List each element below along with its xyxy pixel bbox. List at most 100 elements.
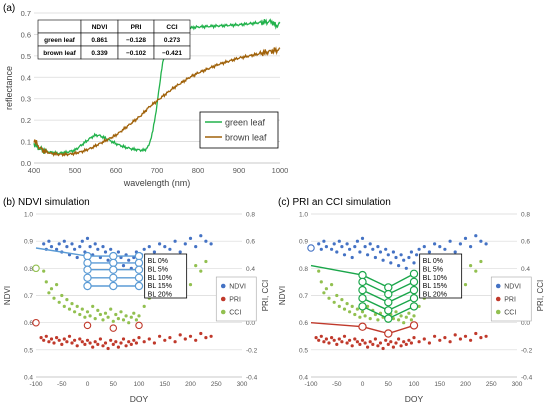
c-xtick-label: -100	[304, 381, 317, 388]
b-ytick-label: 1.0	[24, 212, 33, 219]
c-point-pri	[409, 341, 413, 345]
c-bl-marker	[409, 302, 419, 311]
c-point-pri	[448, 340, 452, 344]
b-point-pri	[65, 340, 69, 344]
c-point-pri	[404, 342, 408, 346]
c-point-ndvi	[438, 245, 442, 249]
b-bl-line	[35, 247, 139, 257]
c-point-pri	[358, 342, 362, 346]
table-cell-text: 0.861	[91, 37, 108, 44]
c-point-ndvi	[330, 247, 334, 251]
b-bl-marker	[83, 265, 92, 274]
b-point-ndvi	[106, 258, 110, 262]
c-point-ndvi	[389, 261, 393, 265]
b-point-cci	[47, 291, 51, 295]
b-point-pri	[127, 340, 131, 344]
c-point-ndvi	[399, 253, 403, 257]
c-point-cci	[324, 287, 328, 291]
a-xtick-label: 1000	[272, 166, 289, 175]
c-point-ndvi	[319, 247, 323, 251]
c-point-ndvi	[342, 253, 347, 257]
c-point-ndvi	[397, 264, 401, 268]
b-point-ndvi	[103, 250, 108, 254]
c-point-pri	[360, 338, 365, 342]
b-point-ndvi	[73, 247, 77, 251]
b-xtick-label: 150	[159, 381, 170, 388]
b-point-cci	[44, 280, 48, 284]
b-xtick-label: 0	[86, 381, 90, 388]
c-legend-label: CCI	[504, 310, 516, 317]
b-point-pri	[178, 333, 182, 337]
b-point-pri	[83, 342, 87, 346]
b-point-ndvi	[209, 242, 213, 246]
b-bl-label: BL 20%	[148, 292, 172, 299]
b-point-cci	[106, 315, 110, 319]
b-point-cci	[70, 302, 74, 306]
c-point-pri	[474, 331, 478, 336]
b-point-cci	[78, 312, 82, 317]
b-point-cci	[75, 304, 79, 308]
b-y2tick-label: -0.2	[246, 347, 258, 354]
b-point-pri	[75, 344, 79, 348]
b-open-marker	[109, 324, 118, 332]
a-series-line-brown-leaf	[33, 46, 281, 158]
c-point-pri	[427, 341, 431, 345]
c-point-pri	[391, 345, 395, 349]
b-xtick-label: 300	[237, 381, 248, 388]
b-point-cci	[98, 312, 102, 317]
c-point-pri	[371, 342, 375, 346]
b-point-cci	[91, 304, 95, 308]
c-bl-marker	[384, 298, 393, 307]
b-bl-marker	[109, 251, 118, 261]
c-point-cci	[409, 318, 413, 322]
c-point-ndvi	[353, 245, 357, 249]
c-xtick-label: 300	[512, 381, 523, 388]
c-point-ndvi	[433, 242, 437, 246]
b-point-pri	[152, 341, 156, 345]
c-point-pri	[324, 337, 328, 341]
a-ytick-label: 0.7	[21, 9, 31, 18]
b-xtick-label: 50	[110, 381, 118, 388]
b-point-ndvi	[142, 247, 146, 251]
b-point-pri	[209, 334, 213, 338]
b-point-cci	[129, 315, 133, 319]
c-point-pri	[458, 337, 462, 341]
b-open-marker	[32, 264, 40, 273]
c-bl-label: BL 15%	[423, 283, 447, 290]
c-point-pri	[412, 336, 416, 340]
c-point-pri	[335, 342, 339, 346]
b-bl-marker	[83, 251, 92, 261]
c-bl-label: BL 10%	[423, 275, 447, 282]
b-point-cci	[55, 283, 59, 287]
table-cell-text: brown leaf	[43, 50, 76, 57]
c-point-pri	[453, 333, 457, 337]
b-bl-marker	[134, 273, 144, 282]
c-point-ndvi	[350, 255, 354, 260]
c-point-cci	[479, 259, 483, 264]
a-ytick-label: 0.0	[21, 159, 31, 168]
b-bl-marker	[109, 273, 118, 282]
b-point-pri	[78, 337, 82, 341]
c-point-pri	[319, 334, 323, 338]
b-point-ndvi	[93, 242, 97, 246]
b-point-pri	[111, 342, 115, 346]
b-point-ndvi	[178, 250, 182, 254]
b-point-pri	[188, 334, 193, 338]
c-point-cci	[397, 318, 401, 322]
b-point-pri	[96, 342, 100, 346]
b-point-pri	[101, 344, 105, 348]
c-point-cci	[340, 298, 344, 302]
c-bl-marker	[384, 306, 393, 315]
b-point-pri	[67, 334, 72, 338]
c-ytick-label: 0.9	[299, 239, 308, 246]
c-point-ndvi	[332, 242, 336, 246]
b-point-pri	[47, 340, 51, 344]
table-cell-text: green leaf	[44, 37, 76, 44]
b-point-cci	[80, 307, 84, 311]
c-point-ndvi	[376, 245, 380, 249]
b-ytick-label: 0.6	[24, 320, 33, 327]
c-point-pri	[433, 334, 437, 338]
c-bl-marker	[384, 289, 393, 299]
c-point-cci	[319, 280, 323, 284]
